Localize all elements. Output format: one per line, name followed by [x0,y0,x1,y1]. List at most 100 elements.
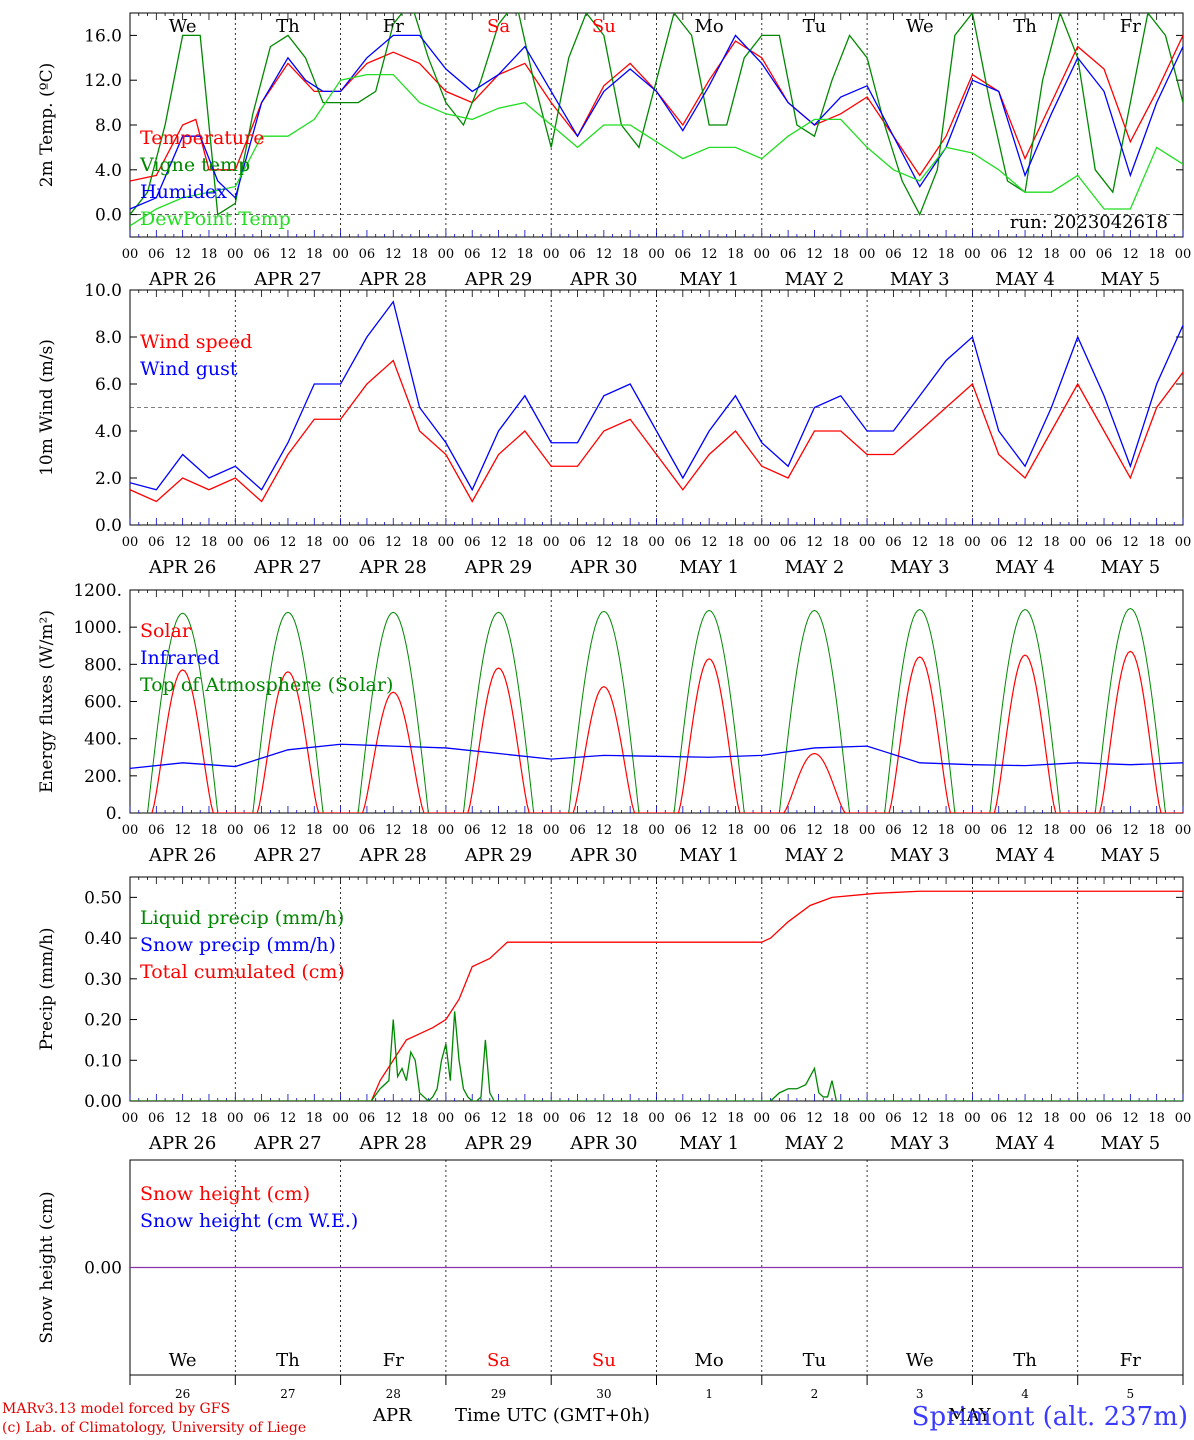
hour-tick-label: 12 [911,1111,928,1126]
y-tick-label: 0.40 [84,929,122,949]
hour-tick-label: 06 [1096,1111,1113,1126]
hour-tick-label: 06 [675,247,692,262]
hour-tick-label: 18 [622,247,639,262]
weekday-label: Su [592,1350,616,1371]
hour-tick-label: 12 [280,1111,297,1126]
weekday-label: Fr [383,1350,404,1371]
hour-tick-label: 18 [306,1111,323,1126]
y-tick-label: 4.0 [95,422,122,442]
y-tick-label: 0.0 [95,516,122,536]
hour-tick-label: 00 [438,1111,455,1126]
hour-tick-label: 06 [780,535,797,550]
hour-tick-label: 06 [253,535,270,550]
hour-tick-label: 00 [438,823,455,838]
series-line [130,34,1183,210]
hour-tick-label: 18 [833,535,850,550]
hour-tick-label: 06 [780,1111,797,1126]
y-tick-label: 8.0 [95,116,122,136]
hour-tick-label: 00 [754,247,771,262]
y-tick-label: 0. [106,804,122,824]
hour-tick-label: 06 [675,823,692,838]
day-number-label: 4 [1021,1387,1029,1401]
hour-tick-label: 12 [385,247,402,262]
date-label: APR 26 [148,557,216,578]
date-label: APR 29 [464,845,532,866]
hour-tick-label: 00 [648,823,665,838]
panel-5: 0.00 Snow height (cm) Snow height (cm) Snow… [37,1159,1184,1401]
day-number-label: 29 [491,1387,506,1401]
y-tick-label: 8.0 [95,328,122,348]
hour-tick-label: 00 [543,535,560,550]
hour-tick-label: 06 [675,1111,692,1126]
y-tick-label: 1200. [73,581,122,601]
hour-tick-label: 12 [1017,823,1034,838]
hour-tick-label: 00 [332,823,349,838]
date-label: MAY 4 [995,269,1055,290]
date-label: MAY 4 [995,845,1055,866]
y-axis-label: Energy fluxes (W/m²) [37,610,57,793]
hour-tick-label: 06 [253,823,270,838]
date-label: MAY 3 [890,557,950,578]
hour-tick-label: 12 [596,823,613,838]
series-line [130,743,1183,770]
hour-tick-label: 00 [754,1111,771,1126]
y-tick-label: 2.0 [95,469,122,489]
day-number-label: 26 [175,1387,190,1401]
hour-tick-label: 06 [675,535,692,550]
date-label: APR 30 [569,269,637,290]
hour-tick-label: 06 [569,1111,586,1126]
hour-tick-label: 00 [859,247,876,262]
date-label: MAY 3 [890,845,950,866]
date-label: MAY 3 [890,269,950,290]
hour-tick-label: 00 [1069,1111,1086,1126]
day-number-label: 2 [811,1387,819,1401]
hour-tick-label: 18 [1148,247,1165,262]
y-tick-label: 600. [84,693,122,713]
series-group [130,608,1183,813]
hour-tick-label: 06 [359,535,376,550]
hour-tick-label: 12 [911,823,928,838]
series-line [130,890,1183,1101]
legend-entry: Solar [140,620,192,642]
hour-tick-label: 12 [701,1111,718,1126]
weekday-label: Th [276,1350,300,1371]
hour-tick-label: 18 [727,823,744,838]
weekday-label: Mo [695,1350,724,1371]
series-toa-solar [147,608,1183,813]
hour-tick-label: 18 [411,823,428,838]
time-axis-label: Time UTC (GMT+0h) [455,1405,650,1426]
hour-tick-label: 12 [1017,1111,1034,1126]
hour-tick-label: 12 [806,823,823,838]
weekday-label: Mo [695,16,724,37]
hour-tick-label: 18 [622,823,639,838]
hour-tick-label: 18 [938,247,955,262]
hour-tick-label: 18 [411,1111,428,1126]
y-tick-label: 4.0 [95,161,122,181]
hour-tick-label: 00 [227,1111,244,1126]
date-label: APR 28 [359,557,427,578]
legend-entry: Wind speed [140,331,252,353]
date-label: APR 29 [464,269,532,290]
panel-1: 0.0 4.0 8.0 12.0 16.0 2m Temp. (ºC) Temperatur… [37,12,1191,290]
hour-tick-label: 12 [490,823,507,838]
date-label: MAY 4 [995,1133,1055,1154]
day-number-label: 30 [596,1387,611,1401]
hour-tick-label: 00 [122,535,139,550]
legend-entry: Temperature [140,127,264,149]
hour-tick-label: 12 [385,535,402,550]
hour-tick-label: 18 [1148,1111,1165,1126]
y-tick-label: 0.30 [84,970,122,990]
hour-tick-label: 06 [990,1111,1007,1126]
hour-tick-label: 12 [701,535,718,550]
date-label: MAY 2 [785,845,845,866]
date-label: APR 29 [464,557,532,578]
hour-tick-label: 00 [1069,535,1086,550]
hour-tick-label: 00 [964,823,981,838]
hour-tick-label: 12 [806,247,823,262]
date-label: APR 28 [359,269,427,290]
y-tick-label: 0.20 [84,1011,122,1031]
weekday-label: Fr [383,16,404,37]
y-axis-label: Precip (mm/h) [37,927,57,1050]
hour-tick-label: 18 [201,247,218,262]
hour-tick-label: 12 [596,247,613,262]
